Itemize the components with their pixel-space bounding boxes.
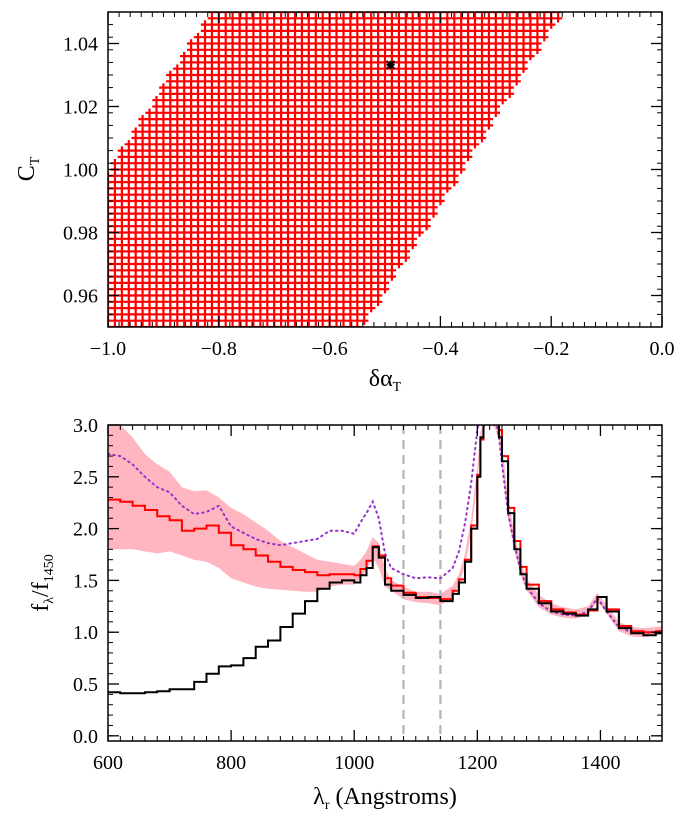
x-tick-label: −0.6 xyxy=(311,338,347,360)
y-tick-label: 0.0 xyxy=(73,726,98,748)
x-tick-label: −0.2 xyxy=(533,338,569,360)
y-tick-label: 1.04 xyxy=(63,34,98,56)
top-x-tick-labels: −1.0 −0.8 −0.6 −0.4 −0.2 0.0 xyxy=(90,338,675,360)
y-tick-label: 0.96 xyxy=(63,286,98,308)
top-panel: −1.0 −0.8 −0.6 −0.4 −0.2 0.0 0.96 0.98 1.00 1.02… xyxy=(14,11,675,395)
bottom-x-axis-title: λr (Angstroms) xyxy=(313,784,457,813)
x-tick-label: 800 xyxy=(216,752,246,774)
top-y-axis-title: CT xyxy=(14,156,43,181)
x-tick-label: −0.4 xyxy=(422,338,458,360)
x-tick-label: 1400 xyxy=(580,752,620,774)
x-tick-label: 0.0 xyxy=(650,338,675,360)
x-tick-label: 1200 xyxy=(457,752,497,774)
top-ticks xyxy=(107,11,663,328)
x-tick-label: −0.8 xyxy=(201,338,237,360)
top-plot-area xyxy=(108,12,563,327)
y-tick-label: 2.5 xyxy=(73,467,98,489)
y-tick-label: 2.0 xyxy=(73,519,98,541)
y-tick-label: 1.5 xyxy=(73,570,98,592)
top-x-axis-title: δαT xyxy=(369,366,402,395)
top-y-tick-labels: 0.96 0.98 1.00 1.02 1.04 xyxy=(63,34,98,308)
reference-vlines xyxy=(402,425,442,741)
y-tick-label: 3.0 xyxy=(73,415,98,437)
best-fit-x xyxy=(385,60,396,70)
x-tick-label: 1000 xyxy=(334,752,374,774)
alt-spectrum-dotted xyxy=(108,425,662,635)
x-tick-label: −1.0 xyxy=(90,338,126,360)
y-tick-label: 0.5 xyxy=(73,674,98,696)
plus-markers xyxy=(108,12,563,327)
bottom-x-tick-labels: 600 800 1000 1200 1400 xyxy=(93,752,620,774)
bottom-y-axis-title: fλ/f1450 xyxy=(28,554,57,611)
spectrum-series xyxy=(108,425,662,695)
best-fit-marker xyxy=(385,60,396,70)
y-tick-label: 1.02 xyxy=(63,97,98,119)
bottom-ticks xyxy=(107,424,663,741)
bottom-axes-frame xyxy=(107,424,663,742)
y-tick-label: 0.98 xyxy=(63,223,98,245)
y-tick-label: 1.00 xyxy=(63,160,98,182)
bottom-y-tick-labels: 0.0 0.5 1.0 1.5 2.0 2.5 3.0 xyxy=(73,415,98,748)
x-tick-label: 600 xyxy=(93,752,123,774)
y-tick-label: 1.0 xyxy=(73,622,98,644)
bottom-plot-area xyxy=(108,425,662,741)
bottom-panel: 600 800 1000 1200 1400 0.0 0.5 1.0 1.5 2.0 2.5 3.0… xyxy=(28,415,663,813)
uncertainty-band xyxy=(108,425,662,638)
top-markers xyxy=(108,12,563,327)
model-spectrum-black xyxy=(108,425,662,695)
